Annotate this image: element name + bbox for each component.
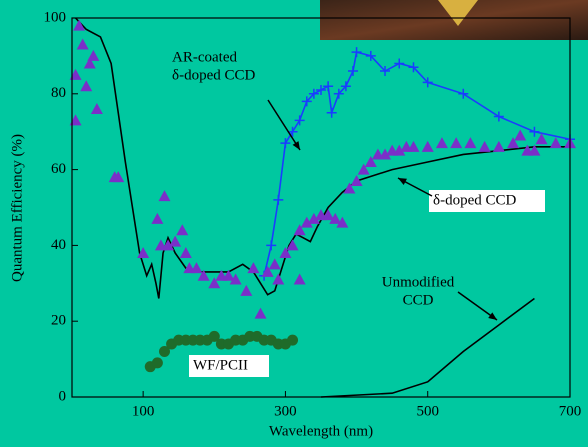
chart: Wavelength (nm) Quantum Efficiency (%) 1…	[0, 0, 588, 447]
x-tick-label: 500	[416, 403, 439, 419]
y-tick-label: 0	[59, 388, 67, 404]
y-tick-label: 40	[51, 237, 66, 253]
circle-marker	[152, 357, 163, 368]
annotation: Unmodified	[382, 274, 455, 290]
y-tick-label: 60	[51, 161, 66, 177]
y-axis-title: Quantum Efficiency (%)	[9, 134, 25, 282]
page: {"chart_data": {"type": "line", "xlabel"…	[0, 0, 588, 447]
x-axis-title: Wavelength (nm)	[269, 423, 373, 439]
x-tick-label: 700	[559, 403, 582, 419]
y-tick-label: 80	[51, 85, 66, 101]
annotation: CCD	[403, 292, 434, 308]
annotation: δ-doped CCD	[172, 67, 255, 83]
y-tick-label: 20	[51, 313, 66, 329]
annotation: WF/PCII	[193, 357, 248, 373]
circle-marker	[287, 335, 298, 346]
annotation: δ-doped CCD	[433, 192, 516, 208]
x-tick-label: 300	[274, 403, 297, 419]
x-tick-label: 100	[132, 403, 155, 419]
annotation: AR-coated	[172, 49, 237, 65]
y-tick-label: 100	[44, 9, 67, 25]
